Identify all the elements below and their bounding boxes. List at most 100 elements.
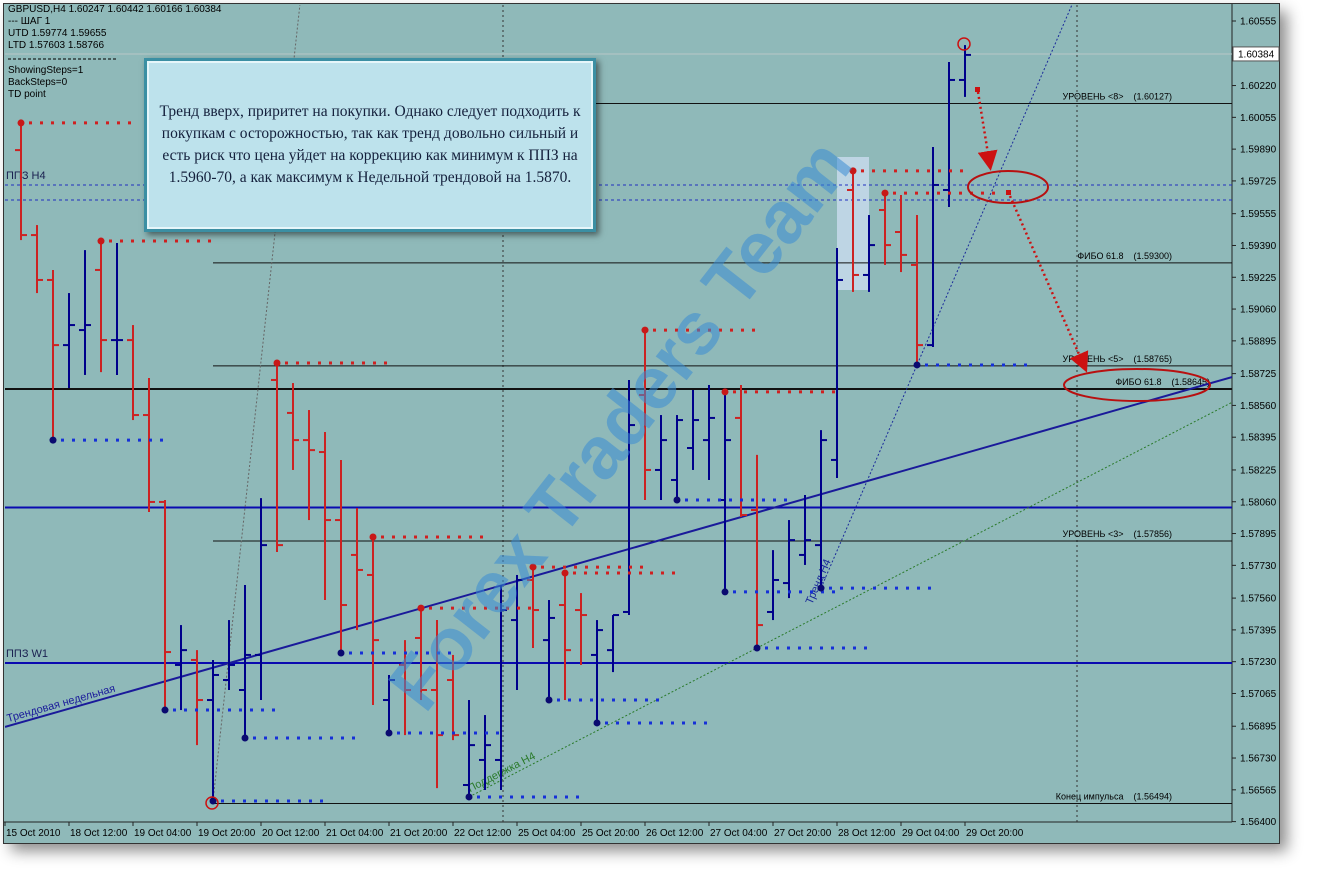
level-value: (1.58645) <box>1171 377 1210 387</box>
x-tick-label: 21 Oct 20:00 <box>390 828 448 839</box>
y-tick-label: 1.59225 <box>1240 273 1277 284</box>
settings-line: BackSteps=0 <box>8 77 68 88</box>
zone-label: ППЗ W1 <box>6 648 48 660</box>
td-high-point <box>849 167 857 175</box>
settings-line: TD point <box>8 89 46 100</box>
td-low-point <box>753 644 761 652</box>
last-price-box <box>1232 46 1280 62</box>
td-low-point <box>49 436 57 444</box>
x-tick-label: 22 Oct 12:00 <box>454 828 512 839</box>
y-tick-label: 1.59390 <box>1240 241 1277 252</box>
td-high-point <box>417 604 425 612</box>
x-tick-label: 27 Oct 20:00 <box>774 828 832 839</box>
y-tick-label: 1.57730 <box>1240 561 1277 572</box>
y-tick-label: 1.57230 <box>1240 657 1277 668</box>
x-tick-label: 28 Oct 12:00 <box>838 828 896 839</box>
td-high-point <box>17 119 25 127</box>
x-tick-label: 20 Oct 12:00 <box>262 828 320 839</box>
y-tick-label: 1.58060 <box>1240 497 1277 508</box>
y-tick-label: 1.56895 <box>1240 722 1277 733</box>
y-tick-label: 1.56730 <box>1240 754 1277 765</box>
trend-line <box>5 376 1232 728</box>
highlight-ellipse <box>967 170 1049 204</box>
level-name: УРОВЕНЬ <3> <box>1063 529 1124 539</box>
x-tick-label: 19 Oct 04:00 <box>134 828 192 839</box>
td-low-point <box>545 696 553 704</box>
td-high-point <box>97 237 105 245</box>
y-tick-label: 1.58395 <box>1240 433 1277 444</box>
x-tick-label: 27 Oct 04:00 <box>710 828 768 839</box>
td-low-point <box>209 797 217 805</box>
level-value: (1.56494) <box>1133 792 1172 802</box>
td-high-point <box>529 563 537 571</box>
y-tick-label: 1.57895 <box>1240 529 1277 540</box>
settings-line: ShowingSteps=1 <box>8 65 84 76</box>
trend-line <box>468 401 1232 798</box>
x-tick-label: 19 Oct 20:00 <box>198 828 256 839</box>
bars-layer <box>15 45 1029 805</box>
y-tick-label: 1.59890 <box>1240 145 1277 156</box>
td-low-point <box>385 729 393 737</box>
x-tick-label: 25 Oct 04:00 <box>518 828 576 839</box>
x-tick-label: 29 Oct 20:00 <box>966 828 1024 839</box>
level-name: Конец импульса <box>1056 792 1124 802</box>
level-name: ФИБО 61.8 <box>1115 377 1161 387</box>
y-tick-label: 1.56565 <box>1240 785 1277 796</box>
info-line: LTD 1.57603 1.58766 <box>8 40 104 51</box>
level-name: УРОВЕНЬ <8> <box>1063 91 1124 101</box>
x-tick-label: 25 Oct 20:00 <box>582 828 640 839</box>
forecast-arrow <box>1008 195 1089 373</box>
level-name: УРОВЕНЬ <5> <box>1063 354 1124 364</box>
td-high-point <box>881 189 889 197</box>
td-low-point <box>337 649 345 657</box>
x-tick-label: 29 Oct 04:00 <box>902 828 960 839</box>
td-low-point <box>465 793 473 801</box>
td-low-point <box>721 588 729 596</box>
y-tick-label: 1.59725 <box>1240 176 1277 187</box>
y-tick-label: 1.58725 <box>1240 369 1277 380</box>
highlight-circle <box>205 796 219 810</box>
y-tick-label: 1.57065 <box>1240 689 1277 700</box>
y-tick-label: 1.60220 <box>1240 81 1277 92</box>
arrow-start <box>975 87 980 92</box>
info-line: GBPUSD,H4 1.60247 1.60442 1.60166 1.6038… <box>8 4 222 15</box>
level-value: (1.60127) <box>1133 91 1172 101</box>
td-low-point <box>817 584 825 592</box>
x-tick-label: 18 Oct 12:00 <box>70 828 128 839</box>
level-name: ФИБО 61.8 <box>1077 251 1123 261</box>
td-high-point <box>641 326 649 334</box>
td-low-point <box>241 734 249 742</box>
td-high-point <box>721 388 729 396</box>
td-low-point <box>593 719 601 727</box>
last-price-label: 1.60384 <box>1238 49 1275 60</box>
y-tick-label: 1.57395 <box>1240 625 1277 636</box>
y-tick-label: 1.58225 <box>1240 465 1277 476</box>
y-tick-label: 1.56400 <box>1240 817 1277 828</box>
highlight-circle <box>957 37 971 51</box>
y-tick-label: 1.60055 <box>1240 113 1277 124</box>
y-tick-label: 1.58560 <box>1240 401 1277 412</box>
td-low-point <box>161 706 169 714</box>
info-line: --- ШАГ 1 <box>8 16 51 27</box>
arrow-start <box>1006 190 1011 195</box>
td-high-point <box>273 359 281 367</box>
x-tick-label: 15 Oct 2010 <box>6 828 61 839</box>
td-high-point <box>369 533 377 541</box>
highlight-ellipse <box>1063 368 1211 402</box>
y-tick-label: 1.60555 <box>1240 16 1277 27</box>
y-tick-label: 1.58895 <box>1240 336 1277 347</box>
trend-line <box>820 5 1073 589</box>
y-tick-label: 1.59060 <box>1240 305 1277 316</box>
zone-label: ППЗ H4 <box>6 170 46 182</box>
comment-box: Тренд вверх, приритет на покупки. Однако… <box>144 58 596 232</box>
level-value: (1.59300) <box>1133 251 1172 261</box>
td-low-point <box>913 361 921 369</box>
x-tick-label: 21 Oct 04:00 <box>326 828 384 839</box>
y-tick-label: 1.59555 <box>1240 209 1277 220</box>
y-tick-label: 1.57560 <box>1240 594 1277 605</box>
level-value: (1.57856) <box>1133 529 1172 539</box>
td-low-point <box>673 496 681 504</box>
level-value: (1.58765) <box>1133 354 1172 364</box>
td-high-point <box>561 569 569 577</box>
